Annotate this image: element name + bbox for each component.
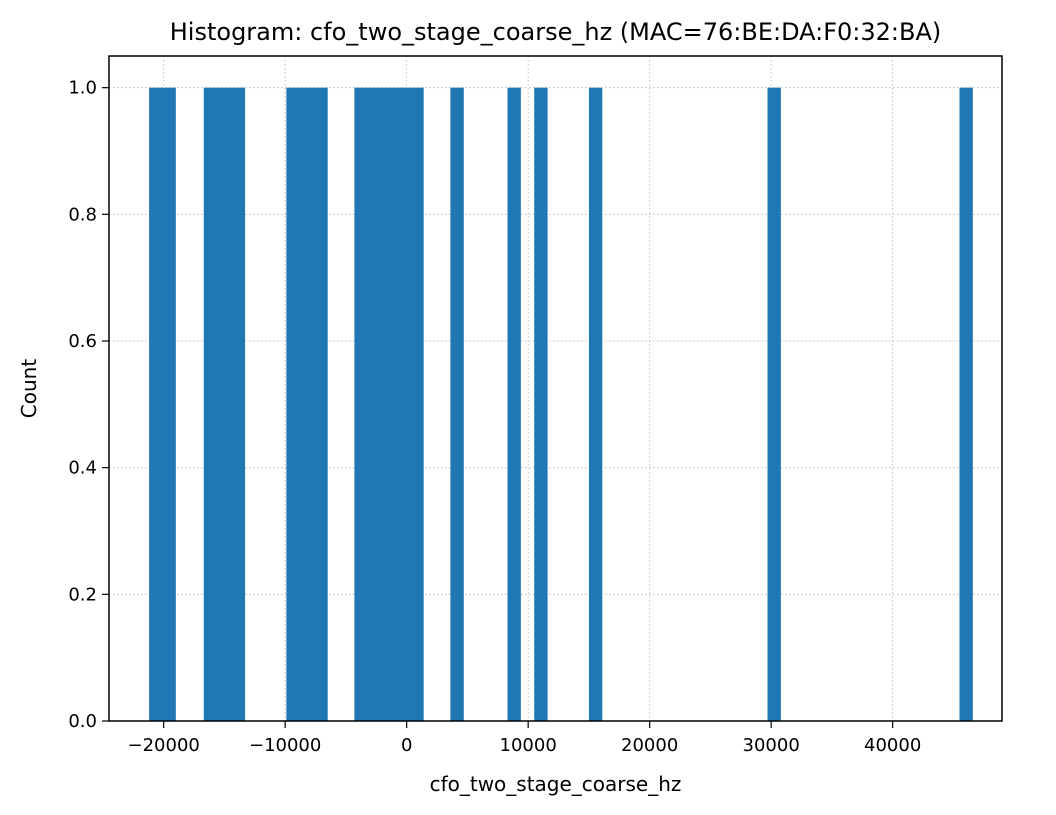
- histogram-bar: [149, 87, 176, 721]
- y-tick-label: 0.0: [68, 711, 97, 732]
- plot-frame: [108, 55, 1003, 722]
- x-axis-label: cfo_two_stage_coarse_hz: [430, 772, 682, 796]
- histogram-bar: [767, 87, 781, 721]
- x-tick-label: −10000: [249, 735, 321, 756]
- x-tick-label: 20000: [621, 735, 678, 756]
- histogram-bar: [450, 87, 464, 721]
- histogram-bar: [354, 87, 424, 721]
- y-axis-label: Count: [17, 359, 41, 419]
- x-tick-label: −20000: [128, 735, 200, 756]
- bars-layer: [149, 87, 973, 721]
- histogram-bar: [959, 87, 973, 721]
- histogram-bar: [286, 87, 328, 721]
- ticks-layer: −20000 −10000 0 10000 20000 30000 40000 0.0 0.2 0…: [68, 78, 921, 756]
- x-tick-label: 0: [401, 735, 412, 756]
- y-tick-label: 0.4: [68, 458, 97, 479]
- y-tick-label: 0.8: [68, 204, 97, 225]
- x-tick-label: 10000: [500, 735, 557, 756]
- y-tick-label: 0.6: [68, 331, 97, 352]
- histogram-bar: [534, 87, 548, 721]
- histogram-bar: [507, 87, 521, 721]
- chart-title: Histogram: cfo_two_stage_coarse_hz (MAC=…: [170, 18, 942, 46]
- x-tick-label: 30000: [743, 735, 800, 756]
- y-tick-label: 0.2: [68, 584, 97, 605]
- x-tick-label: 40000: [864, 735, 921, 756]
- histogram-bar: [588, 87, 603, 721]
- histogram-bar: [203, 87, 246, 721]
- y-tick-label: 1.0: [68, 78, 97, 99]
